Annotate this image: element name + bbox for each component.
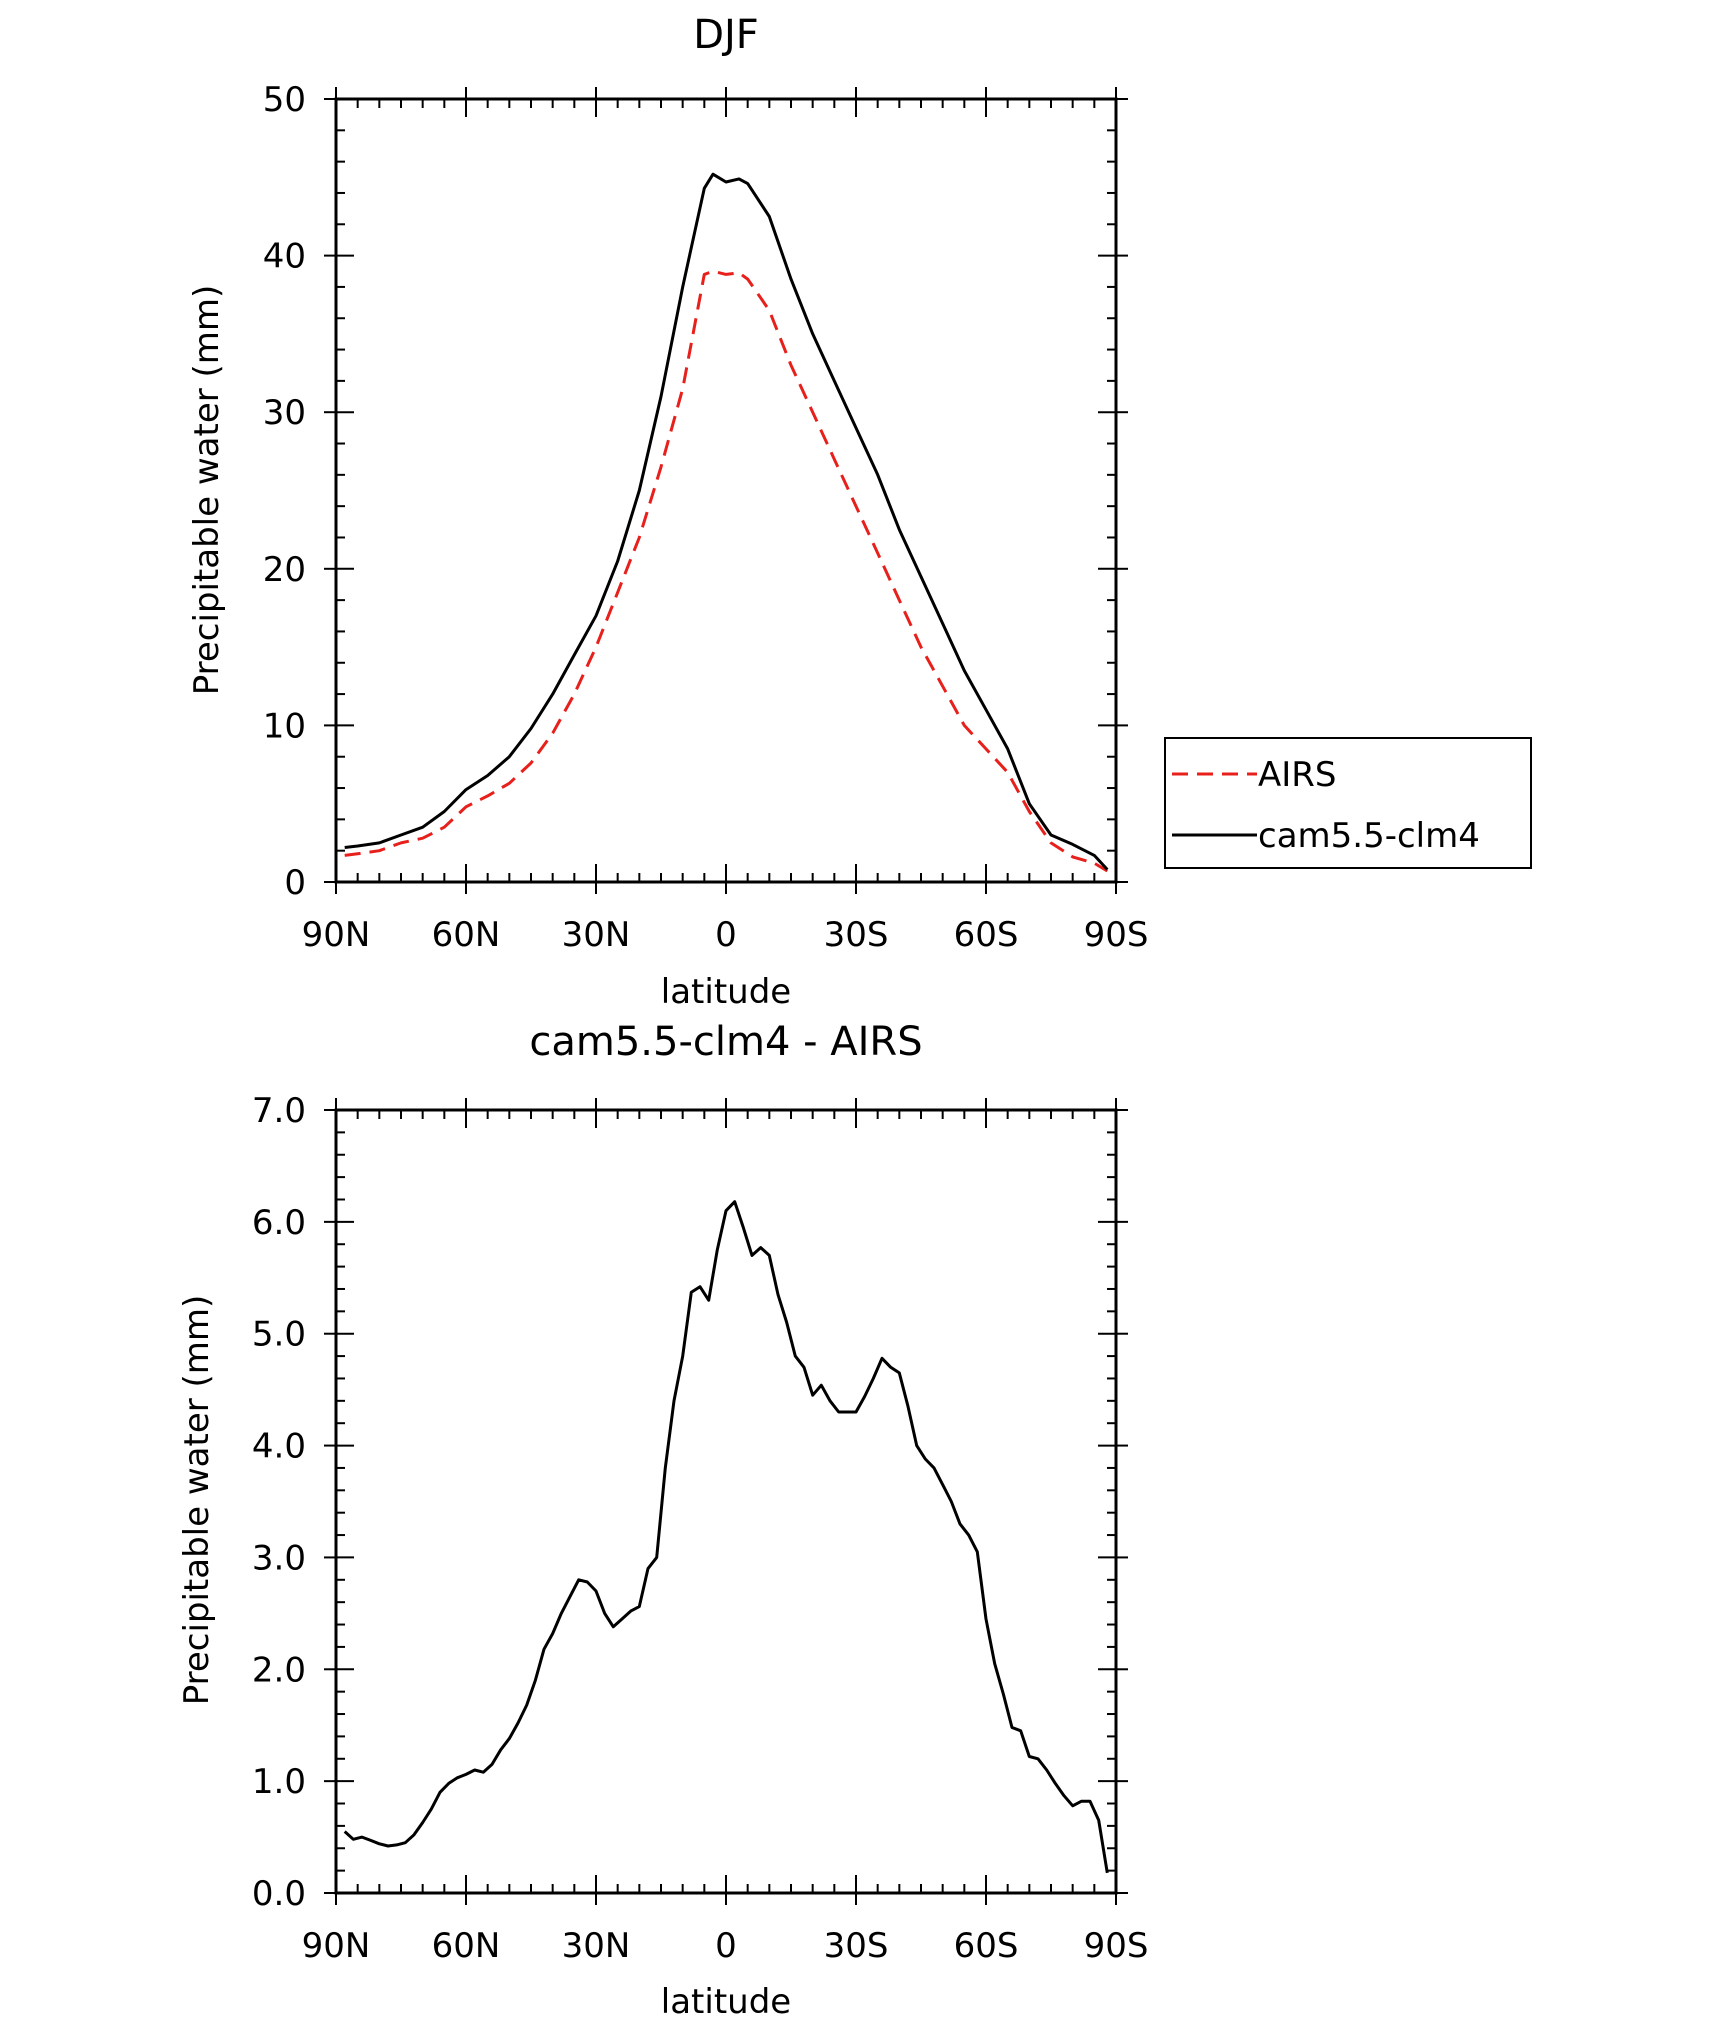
y-tick-label: 1.0	[252, 1762, 306, 1802]
y-tick-label: 4.0	[252, 1427, 306, 1467]
legend-label-cam: cam5.5-clm4	[1258, 816, 1480, 856]
top-chart-panel: DJF 90N 60N 30N 0 30S 60S 90S 0 10 20 30 40 50 latit…	[187, 12, 1532, 1012]
top-x-axis-label: latitude	[661, 972, 791, 1012]
x-tick-label: 30S	[824, 1926, 889, 1966]
legend: AIRS cam5.5-clm4	[1164, 737, 1532, 869]
x-tick-label: 60N	[432, 1926, 501, 1966]
x-tick-label: 90N	[302, 915, 371, 955]
series-line-airs	[344, 269, 1109, 873]
y-tick-label: 7.0	[252, 1091, 306, 1131]
top-chart-tick-labels: 90N 60N 30N 0 30S 60S 90S 0 10 20 30 40 50	[263, 80, 1149, 955]
y-tick-label: 0.0	[252, 1874, 306, 1914]
top-y-axis-label: Precipitable water (mm)	[187, 285, 227, 696]
x-tick-label: 90N	[302, 1926, 371, 1966]
x-tick-label: 30N	[562, 915, 631, 955]
series-line-cam5-5-clm4	[344, 172, 1109, 871]
bottom-x-axis-label: latitude	[661, 1982, 791, 2021]
x-tick-label: 0	[715, 915, 737, 955]
bottom-chart-title: cam5.5-clm4 - AIRS	[529, 1019, 922, 1065]
top-chart-series	[344, 172, 1109, 873]
y-tick-label: 40	[263, 237, 306, 277]
y-tick-label: 30	[263, 393, 306, 433]
legend-box	[1164, 737, 1532, 869]
legend-label-airs: AIRS	[1258, 755, 1337, 795]
x-tick-label: 90S	[1084, 1926, 1149, 1966]
bottom-chart-tick-labels: 90N 60N 30N 0 30S 60S 90S 0.0 1.0 2.0 3.0 4.0 5.0 6.0…	[252, 1091, 1149, 1966]
top-chart-title: DJF	[693, 12, 759, 58]
y-tick-label: 50	[263, 80, 306, 120]
top-chart-ticks	[324, 87, 1128, 894]
bottom-chart-panel: cam5.5-clm4 - AIRS 90N 60N 30N 0 30S 60S 90S 0.…	[177, 1019, 1148, 2021]
x-tick-label: 0	[715, 1926, 737, 1966]
bottom-plot-frame	[334, 1108, 1118, 1895]
x-tick-label: 30N	[562, 1926, 631, 1966]
y-tick-label: 2.0	[252, 1650, 306, 1690]
top-plot-frame	[334, 97, 1118, 884]
y-tick-label: 5.0	[252, 1315, 306, 1355]
y-tick-label: 6.0	[252, 1203, 306, 1243]
series-line-difference	[343, 1200, 1109, 1874]
x-tick-label: 60N	[432, 915, 501, 955]
bottom-chart-series	[343, 1200, 1109, 1874]
x-tick-label: 90S	[1084, 915, 1149, 955]
y-tick-label: 10	[263, 706, 306, 746]
x-tick-label: 30S	[824, 915, 889, 955]
x-tick-label: 60S	[954, 1926, 1019, 1966]
bottom-chart-ticks	[324, 1098, 1128, 1905]
y-tick-label: 0	[284, 863, 306, 903]
x-tick-label: 60S	[954, 915, 1019, 955]
bottom-y-axis-label: Precipitable water (mm)	[177, 1295, 217, 1706]
y-tick-label: 20	[263, 550, 306, 590]
y-tick-label: 3.0	[252, 1538, 306, 1578]
